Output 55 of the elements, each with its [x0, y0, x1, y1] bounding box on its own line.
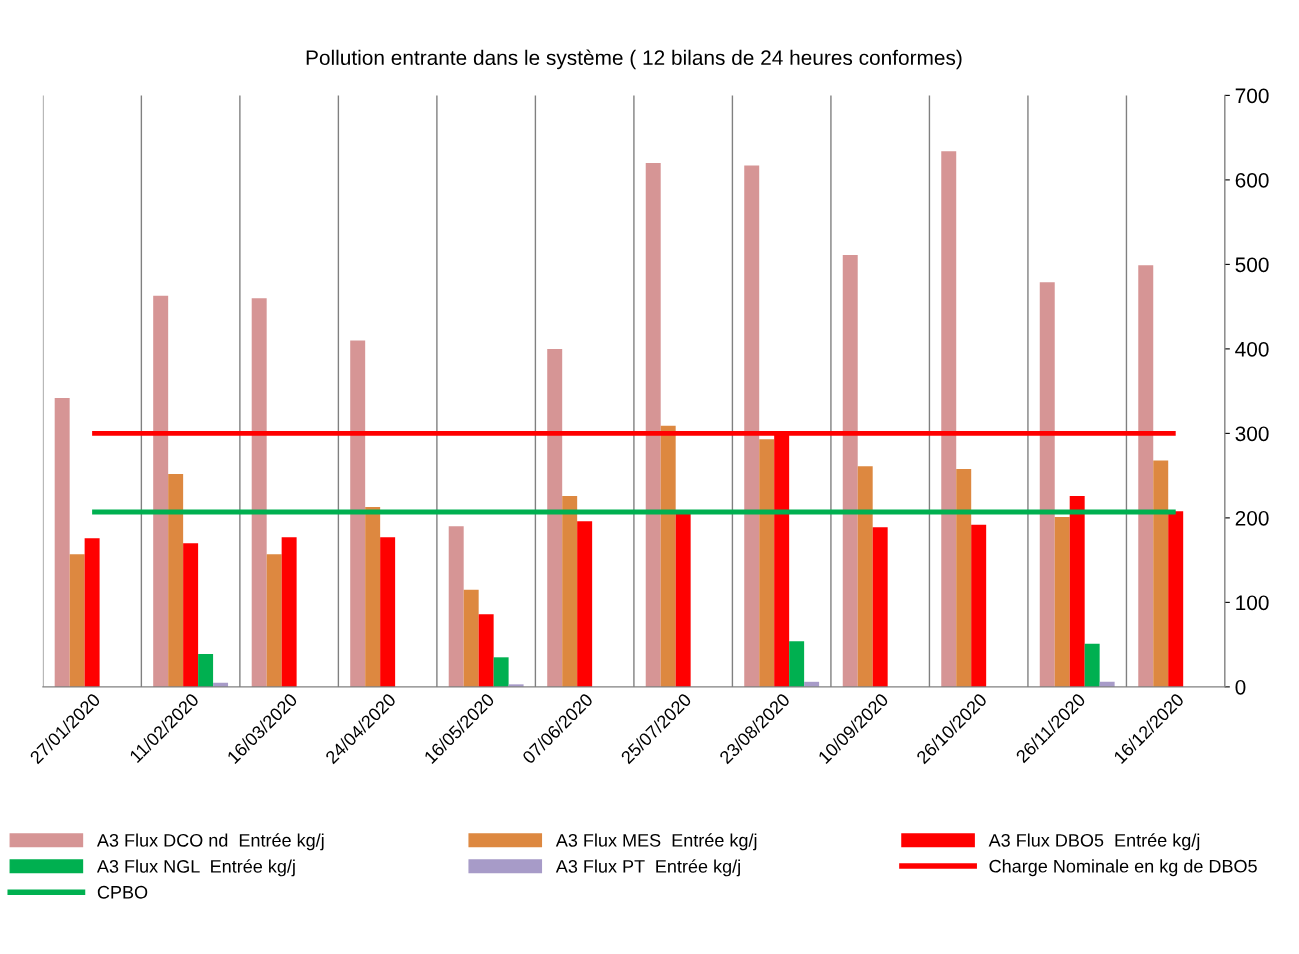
- bar: [168, 473, 184, 687]
- bar: [842, 255, 858, 687]
- bar: [365, 506, 381, 687]
- legend-label: Charge Nominale en kg de DBO5: [989, 859, 1257, 877]
- bar: [971, 524, 987, 687]
- bar: [1054, 517, 1070, 687]
- y-tick-label: 200: [1235, 510, 1269, 526]
- bar: [1168, 511, 1184, 687]
- bar: [675, 513, 691, 687]
- bar: [956, 468, 972, 687]
- bar: [493, 657, 509, 687]
- bar: [744, 165, 760, 687]
- bar: [281, 537, 297, 687]
- legend-label: A3 Flux MES Entrée kg/j: [555, 833, 757, 851]
- bar: [645, 163, 661, 687]
- bar: [1138, 265, 1154, 687]
- legend-label: A3 Flux DCO nd Entrée kg/j: [96, 833, 324, 851]
- y-tick-label: 100: [1236, 595, 1269, 611]
- bar: [1153, 460, 1169, 687]
- bar: [857, 466, 873, 687]
- chart-title: Pollution entrante dans le système ( 12 bilans de 24 heures conformes): [306, 49, 962, 70]
- bar: [69, 554, 85, 687]
- bar: [941, 151, 957, 687]
- y-tick-label: 400: [1235, 341, 1269, 357]
- bar: [54, 397, 70, 687]
- bar: [198, 653, 214, 687]
- bar: [266, 554, 282, 687]
- y-tick-label: 600: [1235, 172, 1269, 188]
- bar: [1039, 282, 1055, 687]
- bar: [1084, 643, 1100, 687]
- bar: [872, 527, 888, 687]
- legend-label: A3 Flux NGL Entrée kg/j: [96, 859, 295, 877]
- y-tick-label: 500: [1235, 257, 1269, 273]
- legend-label: A3 Flux DBO5 Entrée kg/j: [988, 833, 1200, 851]
- bar: [1069, 495, 1085, 687]
- bar: [153, 295, 169, 687]
- bar: [463, 589, 479, 687]
- bar: [759, 439, 775, 687]
- bar: [547, 348, 563, 687]
- bar: [448, 526, 464, 687]
- legend-label: CPBO: [97, 885, 148, 899]
- bar: [350, 340, 366, 687]
- bar: [577, 521, 593, 687]
- bar: [562, 495, 578, 687]
- bar: [84, 538, 100, 687]
- y-tick-label: 0: [1235, 679, 1246, 695]
- bar: [789, 641, 805, 687]
- y-tick-label: 300: [1235, 426, 1269, 442]
- bar: [251, 298, 267, 687]
- bar: [660, 425, 676, 687]
- bar: [478, 614, 494, 687]
- legend-label: A3 Flux PT Entrée kg/j: [555, 859, 740, 877]
- bar: [183, 543, 199, 687]
- bar: [380, 537, 396, 687]
- y-tick-label: 700: [1235, 88, 1269, 104]
